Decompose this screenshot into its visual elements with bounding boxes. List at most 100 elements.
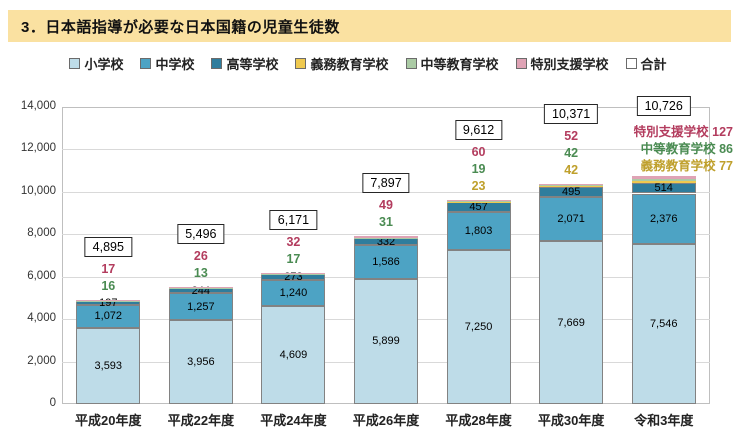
total-value-box: 10,371	[544, 103, 599, 124]
legend-item: 高等学校	[211, 54, 278, 73]
bar-segment-elementary-school	[631, 243, 696, 404]
segment-value-label: 7,546	[649, 317, 678, 330]
bar-segment-junior-high-school	[168, 293, 233, 321]
segment-value-label: 1,257	[187, 300, 215, 313]
bar-segment-elementary-school	[354, 278, 418, 404]
above-bar-value-label-compulsory-education-school: 42	[564, 162, 579, 177]
legend-label: 特別支援学校	[530, 57, 609, 72]
bar-segment-compulsory-education-school	[631, 180, 696, 183]
bar-segment-special-needs-school	[354, 236, 418, 238]
segment-value-label: 3,593	[94, 359, 123, 372]
bar-segment-special-needs-school	[76, 300, 141, 301]
legend-item: 中学校	[140, 54, 194, 73]
bar-segment-junior-high-school	[446, 211, 511, 251]
bar-segment-special-needs-school	[261, 273, 326, 274]
legend-label: 中学校	[155, 57, 195, 72]
y-axis-label: 14,000	[20, 100, 56, 112]
total-value-box: 9,612	[454, 120, 503, 141]
page-title: 3．日本語指導が必要な日本国籍の児童生徒数	[21, 18, 340, 36]
legend-label: 義務教育学校	[310, 57, 389, 72]
bar-segment-secondary-education-school	[539, 185, 604, 186]
legend-label: 合計	[640, 57, 667, 72]
segment-value-label: 1,240	[279, 287, 308, 300]
legend-swatch-icon	[140, 58, 152, 69]
y-axis-label: 8,000	[27, 227, 56, 240]
bar-segment-special-needs-school	[539, 183, 604, 186]
x-axis-label: 令和3年度	[634, 413, 694, 428]
total-value-box: 6,171	[269, 210, 318, 231]
bar-segment-high-school	[539, 186, 604, 198]
legend-swatch-icon	[295, 58, 307, 69]
segment-value-label: 1,586	[372, 256, 400, 269]
segment-value-label: 1,803	[464, 225, 493, 238]
above-bar-value-label-secondary-education-school: 17	[286, 252, 301, 267]
gridline	[62, 149, 710, 151]
bar-segment-special-needs-school	[446, 200, 511, 202]
segment-value-label: 332	[376, 235, 396, 248]
above-bar-value-label-secondary-education-school: 31	[379, 215, 393, 230]
segment-value-label: 3,956	[187, 356, 215, 369]
bar-segment-elementary-school	[76, 327, 141, 404]
x-axis-label: 平成30年度	[537, 413, 605, 428]
bar-segment-high-school	[446, 202, 511, 212]
bar-segment-elementary-school	[261, 306, 326, 404]
bar-segment-high-school	[261, 274, 326, 280]
legend-item: 特別支援学校	[515, 54, 609, 73]
segment-value-label: 1,072	[94, 310, 123, 323]
legend-item: 中等教育学校	[405, 54, 499, 73]
above-bar-value-label-secondary-education-school: 42	[564, 145, 579, 160]
bar-segment-elementary-school	[446, 250, 511, 404]
bar-segment-junior-high-school	[261, 279, 326, 307]
bar-segment-secondary-education-school	[168, 287, 233, 289]
bar-segment-special-needs-school	[631, 176, 696, 180]
above-bar-value-label-special-needs-school: 26	[193, 249, 208, 264]
bar-segment-secondary-education-school	[76, 300, 141, 302]
chart-legend: 小学校 中学校 高等学校 義務教育学校 中等教育学校 特別支援学校 合計	[0, 54, 736, 73]
title-banner: 3．日本語指導が必要な日本国籍の児童生徒数	[8, 10, 731, 42]
segment-value-label: 7,669	[557, 316, 585, 329]
x-axis-label: 平成22年度	[167, 413, 235, 428]
legend-item: 義務教育学校	[295, 54, 389, 73]
total-value-box: 7,897	[362, 173, 410, 194]
bar-segment-compulsory-education-school	[539, 185, 604, 187]
legend-swatch-icon	[69, 58, 81, 69]
above-bar-value-label-secondary-education-school: 13	[193, 266, 208, 281]
gridline	[62, 234, 710, 236]
bar-segment-special-needs-school	[168, 287, 233, 288]
bar-segment-secondary-education-school	[354, 237, 418, 239]
legend-item: 小学校	[69, 54, 123, 73]
above-bar-value-label-secondary-education-school: 16	[101, 279, 116, 294]
above-bar-named-label-compulsory-education-school: 義務教育学校 77	[640, 159, 733, 174]
legend-label: 小学校	[84, 57, 124, 72]
bar-segment-secondary-education-school	[631, 179, 696, 181]
bar-segment-high-school	[354, 238, 418, 246]
above-bar-value-label-special-needs-school: 52	[564, 128, 579, 143]
above-bar-named-label-special-needs-school: 特別支援学校 127	[633, 125, 733, 140]
legend-label: 高等学校	[226, 57, 279, 72]
bar-segment-high-school	[168, 288, 233, 294]
bar-segment-high-school	[631, 182, 696, 194]
bar-segment-junior-high-school	[631, 193, 696, 244]
legend-swatch-icon	[625, 58, 637, 69]
y-axis-label: 2,000	[27, 354, 56, 367]
segment-value-label: 495	[561, 186, 581, 199]
x-axis-label: 平成24年度	[260, 413, 327, 428]
bar-segment-junior-high-school	[539, 197, 604, 242]
total-value-box: 10,726	[636, 96, 691, 117]
y-axis-label: 4,000	[27, 312, 56, 325]
y-axis-label: 6,000	[27, 269, 56, 282]
bar-segment-junior-high-school	[76, 305, 141, 328]
above-bar-named-label-secondary-education-school: 中等教育学校 86	[640, 142, 733, 157]
segment-value-label: 514	[654, 182, 673, 195]
legend-swatch-icon	[515, 58, 527, 69]
bar-segment-compulsory-education-school	[446, 201, 511, 203]
above-bar-value-label-special-needs-school: 17	[101, 262, 116, 277]
segment-value-label: 4,609	[279, 349, 308, 362]
total-value-box: 5,496	[177, 224, 225, 245]
above-bar-value-label-special-needs-school: 32	[286, 235, 301, 250]
segment-value-label: 2,376	[649, 212, 678, 225]
legend-item: 合計	[625, 54, 667, 73]
bar-segment-high-school	[76, 300, 141, 306]
above-bar-value-label-compulsory-education-school: 23	[471, 179, 486, 194]
segment-value-label: 2,071	[557, 213, 585, 226]
